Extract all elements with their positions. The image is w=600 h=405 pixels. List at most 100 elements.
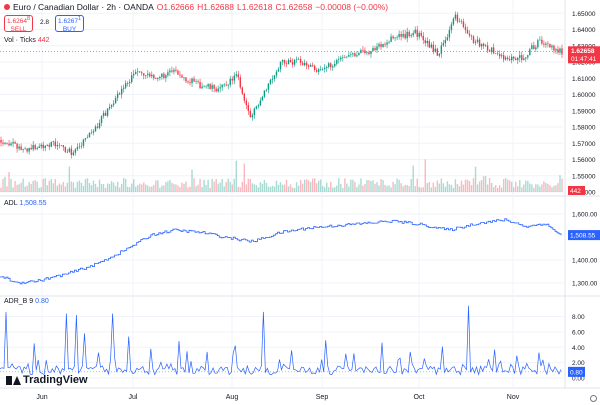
volume-bar [402, 186, 404, 192]
volume-bar [436, 180, 439, 192]
candle-body [354, 53, 356, 57]
candle-body [482, 43, 485, 46]
volume-bar [416, 178, 418, 192]
sell-button[interactable]: 1.62648 SELL [4, 15, 33, 33]
volume-bar [502, 179, 505, 192]
candle-body [46, 144, 48, 146]
candle-body [229, 78, 231, 85]
volume-bar [277, 184, 280, 192]
high-value: H1.62688 [197, 2, 234, 12]
candle-body [195, 81, 197, 82]
candle-body [102, 112, 105, 117]
spread-value: 2.8 [40, 19, 50, 26]
candle-body [410, 35, 412, 37]
candle-body [4, 142, 6, 144]
candle-body [14, 142, 16, 144]
adr-legend-label: ADR_B [4, 298, 28, 305]
volume-bar [58, 183, 61, 192]
candle-body [309, 64, 312, 67]
volume-bar [269, 186, 272, 192]
price-tick-label: 1.58000 [572, 125, 596, 132]
candle-body [223, 84, 225, 86]
candle-body [227, 84, 229, 86]
candle-body [289, 59, 292, 62]
volume-bar [50, 179, 52, 192]
volume-bar [364, 184, 366, 192]
volume-bar [161, 185, 163, 192]
volume-legend[interactable]: Vol · Ticks 442 [4, 37, 50, 44]
volume-bar [289, 184, 292, 192]
adl-tick-label: 1,300.00 [572, 280, 598, 287]
volume-bar [380, 178, 382, 192]
volume-bar [494, 185, 497, 192]
candle-body [18, 146, 20, 149]
candle-body [32, 144, 34, 150]
candle-body [207, 84, 209, 87]
candle-body [458, 21, 461, 23]
volume-bar [253, 184, 256, 192]
tradingview-logo[interactable]: TradingView [6, 374, 88, 386]
candle-body [496, 53, 499, 55]
buy-button[interactable]: 1.62671 BUY [55, 15, 84, 33]
symbol-title[interactable]: Euro / Canadian Dollar · 2h · OANDA [13, 2, 154, 12]
candle-body [305, 62, 308, 66]
candle-body [438, 53, 441, 56]
volume-bar [153, 184, 155, 192]
volume-bar [235, 160, 237, 192]
adl-legend[interactable]: ADL 1,508.55 [4, 200, 47, 207]
adr-legend[interactable]: ADR_B 9 0.80 [4, 298, 49, 305]
candle-body [76, 147, 79, 150]
candle-body [193, 78, 195, 82]
volume-bar [215, 179, 217, 192]
volume-bar [171, 182, 173, 192]
candle-body [38, 146, 40, 148]
candle-body [486, 45, 489, 51]
volume-bar [398, 179, 400, 192]
time-tick-label: Jul [129, 394, 138, 401]
volume-bar [167, 181, 169, 192]
candle-body [525, 57, 527, 59]
volume-bar [149, 186, 151, 192]
volume-bar [106, 183, 109, 192]
candle-body [231, 78, 233, 81]
candle-body [82, 139, 85, 146]
candle-body [133, 73, 135, 76]
candle-body [466, 29, 469, 34]
candle-body [114, 98, 117, 104]
candle-body [179, 74, 181, 76]
price-candles[interactable] [0, 11, 563, 159]
volume-bar [332, 187, 334, 192]
candle-body [235, 74, 237, 76]
time-tick-label: Aug [226, 394, 239, 401]
buy-label: BUY [62, 25, 77, 33]
candle-body [336, 60, 338, 64]
candle-body [303, 62, 306, 66]
candle-body [189, 82, 191, 84]
volume-bar [279, 182, 282, 192]
candle-body [271, 78, 274, 80]
gear-icon[interactable] [590, 395, 597, 402]
volume-bar [521, 187, 523, 192]
volume-bar [4, 176, 6, 192]
candle-body [211, 85, 213, 89]
candle-body [315, 69, 318, 72]
volume-bar [424, 159, 426, 192]
symbol-header[interactable]: Euro / Canadian Dollar · 2h · OANDA O1.6… [4, 2, 388, 12]
volume-bar [426, 183, 428, 192]
candle-body [559, 48, 561, 53]
volume-bar [348, 186, 350, 192]
volume-bar [169, 179, 171, 192]
candle-body [378, 44, 380, 47]
volume-bar [350, 179, 352, 192]
candle-body [511, 56, 513, 61]
volume-bar [368, 179, 370, 192]
candle-body [450, 24, 453, 31]
candle-body [358, 53, 360, 56]
candle-body [478, 39, 481, 47]
volume-bar [84, 179, 87, 192]
volume-bar [124, 179, 127, 192]
candle-body [60, 145, 63, 146]
volume-bar [271, 185, 274, 192]
candle-body [384, 43, 386, 45]
